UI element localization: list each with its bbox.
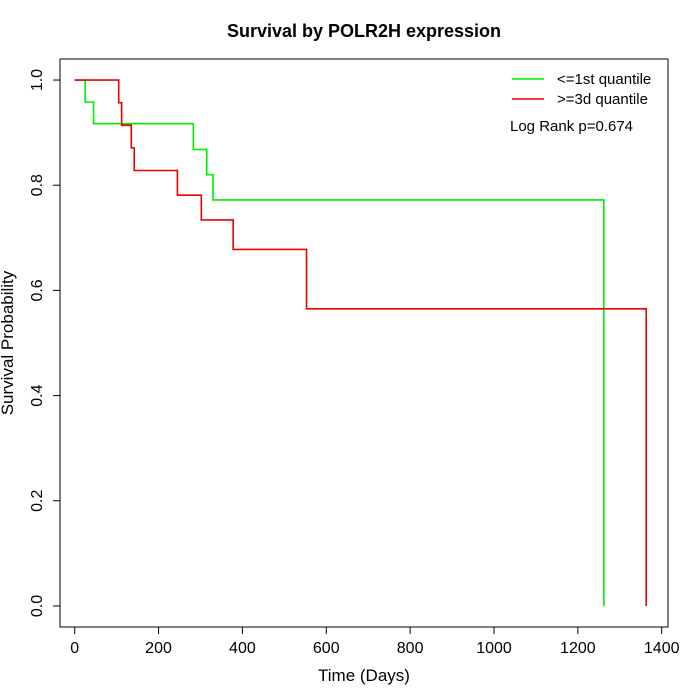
x-tick-label: 1400 bbox=[644, 640, 680, 657]
chart-title: Survival by POLR2H expression bbox=[227, 21, 501, 41]
x-tick-label: 800 bbox=[397, 640, 424, 657]
y-tick-label: 0.2 bbox=[29, 490, 46, 512]
x-tick-label: 1200 bbox=[560, 640, 596, 657]
y-tick-label: 0.6 bbox=[29, 279, 46, 301]
survival-curve-1 bbox=[74, 79, 605, 606]
x-tick-label: 400 bbox=[229, 640, 256, 657]
survival-curve-2 bbox=[74, 79, 647, 606]
survival-curves bbox=[74, 79, 647, 606]
y-tick-label: 1.0 bbox=[29, 69, 46, 91]
y-axis-label: Survival Probability bbox=[0, 270, 17, 415]
x-tick-label: 0 bbox=[70, 640, 79, 657]
legend: <=1st quantile >=3d quantile bbox=[512, 71, 651, 108]
y-tick-label: 0.4 bbox=[29, 384, 46, 406]
y-tick-label: 0.0 bbox=[29, 595, 46, 617]
legend-label-2: >=3d quantile bbox=[557, 91, 648, 108]
y-tick-label: 0.8 bbox=[29, 174, 46, 196]
plot-frame bbox=[59, 58, 669, 628]
x-tick-label: 600 bbox=[313, 640, 340, 657]
x-axis: 0 200 400 600 800 1000 1200 1400 bbox=[70, 626, 680, 657]
log-rank-annotation: Log Rank p=0.674 bbox=[510, 118, 633, 135]
x-tick-label: 1000 bbox=[476, 640, 512, 657]
x-tick-label: 200 bbox=[145, 640, 172, 657]
x-axis-label: Time (Days) bbox=[318, 666, 410, 685]
legend-label-1: <=1st quantile bbox=[557, 71, 651, 88]
y-axis: 0.0 0.2 0.4 0.6 0.8 1.0 bbox=[29, 69, 61, 617]
